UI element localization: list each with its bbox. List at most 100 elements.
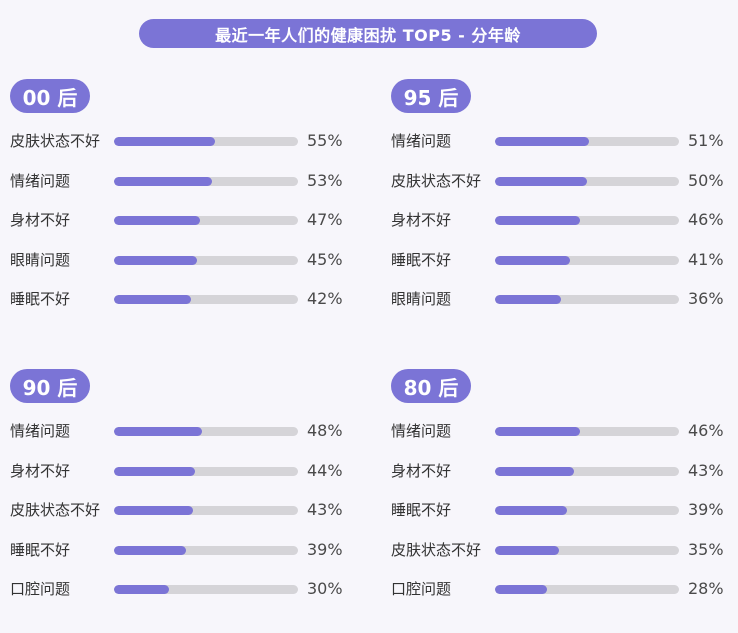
bar-row: 情绪问题 46% (391, 420, 736, 460)
bar-track (495, 427, 679, 436)
bar-list: 情绪问题 48% 身材不好 44% 皮肤状态不好 43% 睡眠不好 39% 口腔问题 30% (10, 420, 355, 618)
value-label: 36% (688, 289, 724, 308)
panel-95: 95 后情绪问题 51% 皮肤状态不好 50% 身材不好 46% 睡眠不好 41% 眼睛问题 36… (391, 79, 736, 319)
value-label: 51% (688, 131, 724, 150)
bar (495, 466, 575, 476)
bar (495, 295, 562, 304)
bar-track (495, 506, 679, 515)
bar-track (114, 255, 298, 265)
category-label: 皮肤状态不好 (391, 540, 482, 559)
category-label: 情绪问题 (391, 422, 452, 440)
bar-track (114, 427, 298, 436)
bar (114, 295, 192, 304)
bar-track (495, 295, 679, 304)
chart-title: 最近一年人们的健康困扰 TOP5 - 分年龄 (139, 19, 597, 48)
bar (114, 466, 195, 476)
category-label: 情绪问题 (10, 422, 71, 440)
category-label: 眼睛问题 (391, 290, 452, 308)
value-label: 43% (307, 500, 343, 519)
bar-row: 睡眠不好 41% (391, 249, 736, 289)
value-label: 46% (688, 421, 724, 440)
value-label: 30% (307, 579, 343, 598)
bar-track (495, 216, 679, 225)
category-label: 情绪问题 (391, 132, 452, 150)
bar-row: 眼睛问题 36% (391, 288, 736, 328)
bar-row: 睡眠不好 39% (391, 499, 736, 539)
bar-track (114, 137, 298, 146)
value-label: 47% (307, 210, 343, 229)
bar-row: 皮肤状态不好 55% (10, 130, 355, 170)
bar-track (495, 466, 679, 476)
value-label: 55% (307, 131, 343, 150)
bar-row: 口腔问题 30% (10, 578, 355, 618)
group-badge: 90 后 (10, 369, 90, 403)
category-label: 睡眠不好 (391, 501, 452, 519)
bar-row: 身材不好 47% (10, 209, 355, 249)
bar-list: 情绪问题 46% 身材不好 43% 睡眠不好 39% 皮肤状态不好 35% 口腔问题 28% (391, 420, 736, 618)
panel-80: 80 后情绪问题 46% 身材不好 43% 睡眠不好 39% 皮肤状态不好 35% 口腔问题 28… (391, 369, 736, 609)
bar-track (114, 176, 298, 186)
bar-track (114, 585, 298, 594)
category-label: 皮肤状态不好 (10, 501, 101, 519)
bar (114, 545, 186, 555)
value-label: 48% (307, 421, 343, 440)
bar-row: 口腔问题 28% (391, 578, 736, 618)
bar (495, 176, 587, 186)
value-label: 44% (307, 460, 343, 480)
bar-row: 睡眠不好 39% (10, 539, 355, 579)
bar (114, 176, 212, 186)
bar-track (495, 137, 679, 146)
bar (495, 427, 580, 436)
bar-row: 情绪问题 48% (10, 420, 355, 460)
category-label: 睡眠不好 (10, 540, 71, 559)
bar-row: 身材不好 44% (10, 460, 355, 500)
panel-90: 90 后情绪问题 48% 身材不好 44% 皮肤状态不好 43% 睡眠不好 39% 口腔问题 30… (10, 369, 355, 609)
group-badge: 00 后 (10, 79, 90, 113)
category-label: 口腔问题 (391, 580, 452, 598)
bar-track (495, 545, 679, 555)
bar-row: 皮肤状态不好 35% (391, 539, 736, 579)
group-badge: 95 后 (391, 79, 471, 113)
bar (495, 545, 560, 555)
value-label: 42% (307, 289, 343, 308)
value-label: 39% (307, 539, 343, 559)
category-label: 身材不好 (391, 461, 452, 480)
bar (114, 585, 170, 594)
value-label: 35% (688, 539, 724, 559)
value-label: 39% (688, 500, 724, 519)
category-label: 睡眠不好 (391, 250, 452, 269)
category-label: 身材不好 (10, 211, 71, 229)
bar-track (495, 585, 679, 594)
bar-row: 皮肤状态不好 50% (391, 170, 736, 210)
bar-row: 身材不好 43% (391, 460, 736, 500)
category-label: 眼睛问题 (10, 250, 71, 269)
bar-track (114, 466, 298, 476)
category-label: 身材不好 (10, 461, 71, 480)
bar (114, 216, 201, 225)
bar-list: 情绪问题 51% 皮肤状态不好 50% 身材不好 46% 睡眠不好 41% 眼睛问题 36% (391, 130, 736, 328)
bar-track (495, 176, 679, 186)
value-label: 53% (307, 170, 343, 190)
bar-row: 眼睛问题 45% (10, 249, 355, 289)
group-badge: 80 后 (391, 369, 471, 403)
bar-row: 情绪问题 53% (10, 170, 355, 210)
bar (495, 137, 589, 146)
value-label: 46% (688, 210, 724, 229)
bar-row: 身材不好 46% (391, 209, 736, 249)
bar (495, 585, 547, 594)
bar (495, 216, 580, 225)
bar (114, 255, 197, 265)
bar-track (114, 506, 298, 515)
bar-track (495, 255, 679, 265)
value-label: 45% (307, 249, 343, 269)
value-label: 28% (688, 579, 724, 598)
bar-track (114, 295, 298, 304)
bar-list: 皮肤状态不好 55% 情绪问题 53% 身材不好 47% 眼睛问题 45% 睡眠不好 42% (10, 130, 355, 328)
bar-row: 睡眠不好 42% (10, 288, 355, 328)
bar (114, 506, 194, 515)
bar (495, 506, 567, 515)
category-label: 口腔问题 (10, 580, 71, 598)
value-label: 41% (688, 249, 724, 269)
value-label: 43% (688, 460, 724, 480)
bar (114, 427, 203, 436)
